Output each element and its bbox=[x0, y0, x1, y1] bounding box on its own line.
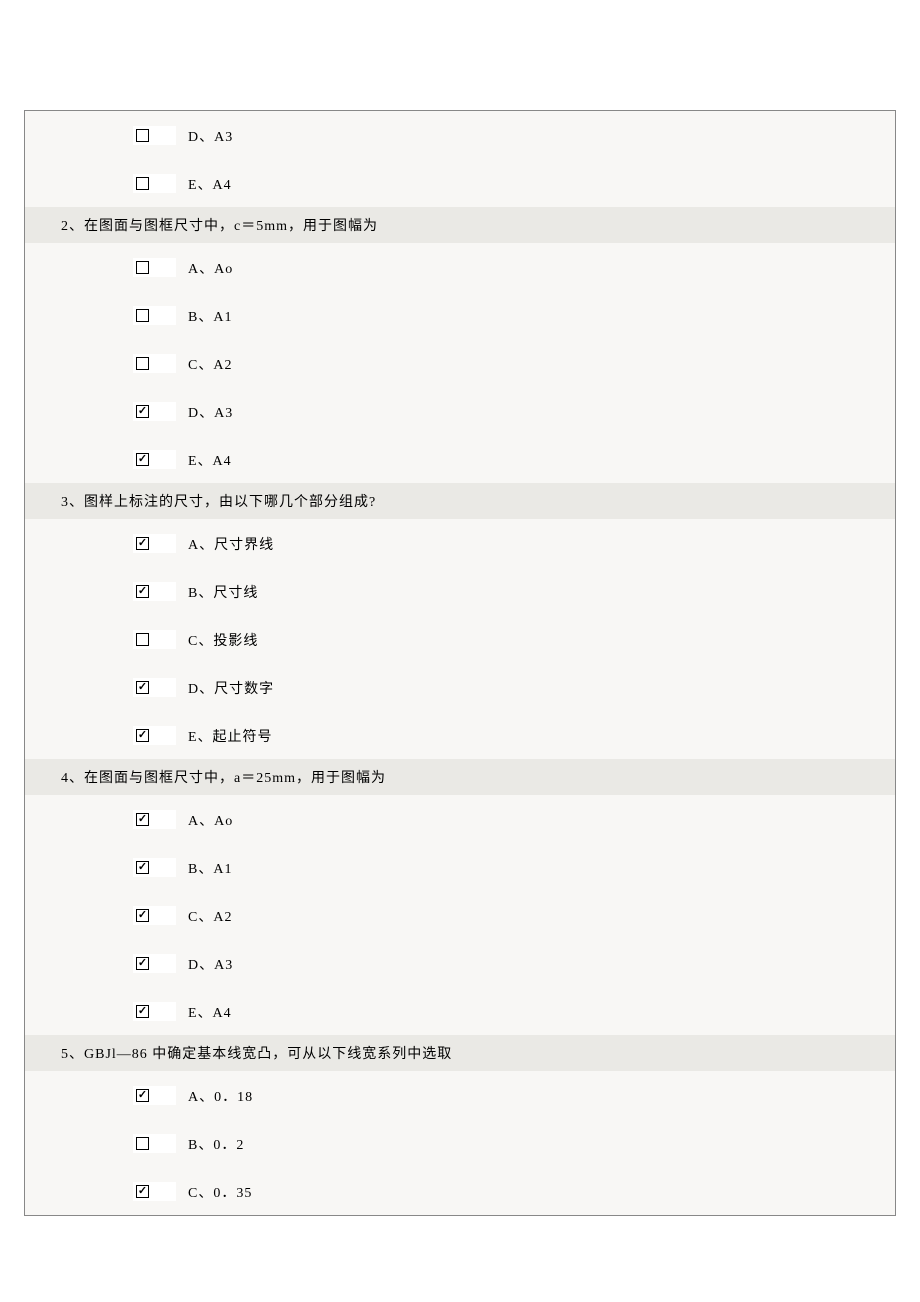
option-row: C、投影线 bbox=[25, 615, 895, 663]
option-checkbox[interactable] bbox=[136, 309, 149, 322]
checkbox-wrap bbox=[133, 126, 176, 145]
option-checkbox[interactable] bbox=[136, 633, 149, 646]
checkbox-wrap bbox=[133, 402, 176, 421]
question-header: 3、图样上标注的尺寸，由以下哪几个部分组成? bbox=[25, 483, 895, 519]
checkbox-wrap bbox=[133, 678, 176, 697]
option-label: C、0．35 bbox=[188, 1180, 252, 1202]
option-row: B、0．2 bbox=[25, 1119, 895, 1167]
option-checkbox[interactable] bbox=[136, 453, 149, 466]
option-row: A、Ao bbox=[25, 243, 895, 291]
checkbox-wrap bbox=[133, 450, 176, 469]
option-checkbox[interactable] bbox=[136, 261, 149, 274]
option-row: A、0．18 bbox=[25, 1071, 895, 1119]
option-checkbox[interactable] bbox=[136, 1185, 149, 1198]
option-label: D、A3 bbox=[188, 952, 233, 974]
option-label: B、A1 bbox=[188, 304, 232, 326]
checkbox-wrap bbox=[133, 306, 176, 325]
option-label: A、尺寸界线 bbox=[188, 532, 274, 554]
option-checkbox[interactable] bbox=[136, 129, 149, 142]
checkbox-wrap bbox=[133, 906, 176, 925]
option-checkbox[interactable] bbox=[136, 357, 149, 370]
checkbox-wrap bbox=[133, 954, 176, 973]
option-label: A、Ao bbox=[188, 256, 233, 278]
option-label: D、A3 bbox=[188, 124, 233, 146]
option-label: B、A1 bbox=[188, 856, 232, 878]
checkbox-wrap bbox=[133, 630, 176, 649]
option-row: B、A1 bbox=[25, 291, 895, 339]
option-checkbox[interactable] bbox=[136, 405, 149, 418]
option-row: D、A3 bbox=[25, 387, 895, 435]
checkbox-wrap bbox=[133, 810, 176, 829]
option-checkbox[interactable] bbox=[136, 681, 149, 694]
checkbox-wrap bbox=[133, 1002, 176, 1021]
checkbox-wrap bbox=[133, 1086, 176, 1105]
quiz-frame: D、A3 E、A4 2、在图面与图框尺寸中，c＝5mm，用于图幅为 A、Ao B、A1 C… bbox=[24, 110, 896, 1216]
option-label: C、A2 bbox=[188, 352, 232, 374]
option-row: E、起止符号 bbox=[25, 711, 895, 759]
option-checkbox[interactable] bbox=[136, 1137, 149, 1150]
option-checkbox[interactable] bbox=[136, 177, 149, 190]
option-label: E、A4 bbox=[188, 172, 232, 194]
checkbox-wrap bbox=[133, 354, 176, 373]
option-label: B、0．2 bbox=[188, 1132, 244, 1154]
option-checkbox[interactable] bbox=[136, 909, 149, 922]
option-label: D、A3 bbox=[188, 400, 233, 422]
option-row: E、A4 bbox=[25, 435, 895, 483]
checkbox-wrap bbox=[133, 858, 176, 877]
option-checkbox[interactable] bbox=[136, 861, 149, 874]
checkbox-wrap bbox=[133, 258, 176, 277]
option-label: A、Ao bbox=[188, 808, 233, 830]
option-checkbox[interactable] bbox=[136, 1005, 149, 1018]
option-checkbox[interactable] bbox=[136, 729, 149, 742]
option-checkbox[interactable] bbox=[136, 957, 149, 970]
option-checkbox[interactable] bbox=[136, 813, 149, 826]
checkbox-wrap bbox=[133, 1134, 176, 1153]
option-label: D、尺寸数字 bbox=[188, 676, 274, 698]
option-checkbox[interactable] bbox=[136, 585, 149, 598]
option-row: D、A3 bbox=[25, 939, 895, 987]
option-row: E、A4 bbox=[25, 159, 895, 207]
option-row: A、尺寸界线 bbox=[25, 519, 895, 567]
option-label: E、起止符号 bbox=[188, 724, 273, 746]
option-row: E、A4 bbox=[25, 987, 895, 1035]
option-checkbox[interactable] bbox=[136, 537, 149, 550]
option-row: C、A2 bbox=[25, 891, 895, 939]
option-row: B、尺寸线 bbox=[25, 567, 895, 615]
question-header: 4、在图面与图框尺寸中，a＝25mm，用于图幅为 bbox=[25, 759, 895, 795]
option-label: E、A4 bbox=[188, 1000, 232, 1022]
checkbox-wrap bbox=[133, 174, 176, 193]
option-row: C、A2 bbox=[25, 339, 895, 387]
checkbox-wrap bbox=[133, 582, 176, 601]
checkbox-wrap bbox=[133, 534, 176, 553]
option-label: C、投影线 bbox=[188, 628, 258, 650]
option-row: C、0．35 bbox=[25, 1167, 895, 1215]
option-label: A、0．18 bbox=[188, 1084, 253, 1106]
question-header: 2、在图面与图框尺寸中，c＝5mm，用于图幅为 bbox=[25, 207, 895, 243]
question-header: 5、GBJl—86 中确定基本线宽凸，可从以下线宽系列中选取 bbox=[25, 1035, 895, 1071]
option-checkbox[interactable] bbox=[136, 1089, 149, 1102]
option-row: A、Ao bbox=[25, 795, 895, 843]
option-label: C、A2 bbox=[188, 904, 232, 926]
option-label: E、A4 bbox=[188, 448, 232, 470]
option-row: D、尺寸数字 bbox=[25, 663, 895, 711]
checkbox-wrap bbox=[133, 726, 176, 745]
option-row: B、A1 bbox=[25, 843, 895, 891]
option-row: D、A3 bbox=[25, 111, 895, 159]
checkbox-wrap bbox=[133, 1182, 176, 1201]
option-label: B、尺寸线 bbox=[188, 580, 258, 602]
